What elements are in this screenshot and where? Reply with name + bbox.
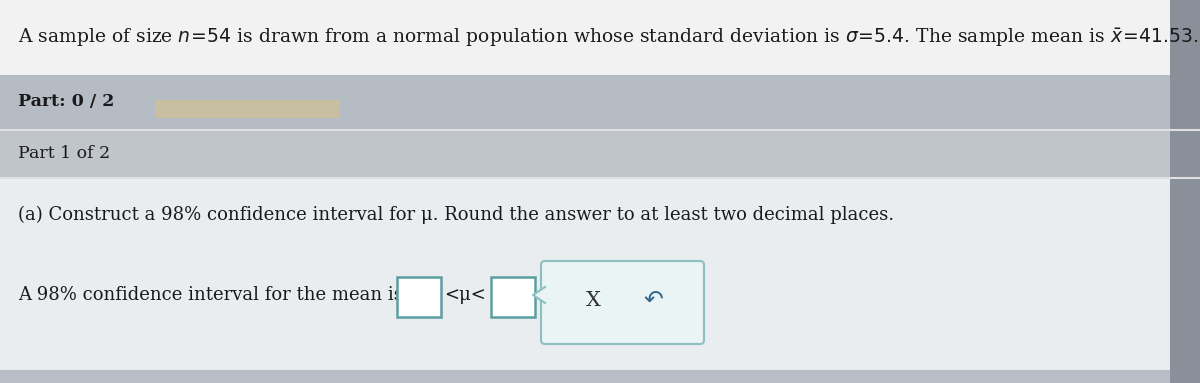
Text: A 98% confidence interval for the mean is: A 98% confidence interval for the mean i…	[18, 286, 403, 304]
Text: X: X	[586, 290, 600, 309]
FancyBboxPatch shape	[0, 75, 1200, 130]
FancyBboxPatch shape	[541, 261, 704, 344]
Text: <μ<: <μ<	[444, 286, 486, 304]
FancyBboxPatch shape	[0, 370, 1200, 383]
Text: A sample of size $n\!=\!54$ is drawn from a normal population whose standard dev: A sample of size $n\!=\!54$ is drawn fro…	[18, 26, 1199, 49]
FancyBboxPatch shape	[0, 0, 1200, 75]
FancyBboxPatch shape	[1170, 0, 1200, 383]
Text: ↶: ↶	[643, 288, 662, 312]
FancyBboxPatch shape	[155, 100, 340, 118]
Polygon shape	[533, 287, 545, 303]
FancyBboxPatch shape	[397, 277, 442, 317]
FancyBboxPatch shape	[491, 277, 535, 317]
FancyBboxPatch shape	[0, 178, 1200, 370]
FancyBboxPatch shape	[0, 130, 1200, 178]
Text: (a) Construct a 98% confidence interval for μ. Round the answer to at least two : (a) Construct a 98% confidence interval …	[18, 206, 894, 224]
Text: Part 1 of 2: Part 1 of 2	[18, 146, 110, 162]
Text: .: .	[538, 286, 542, 304]
Text: Part: 0 / 2: Part: 0 / 2	[18, 93, 114, 111]
